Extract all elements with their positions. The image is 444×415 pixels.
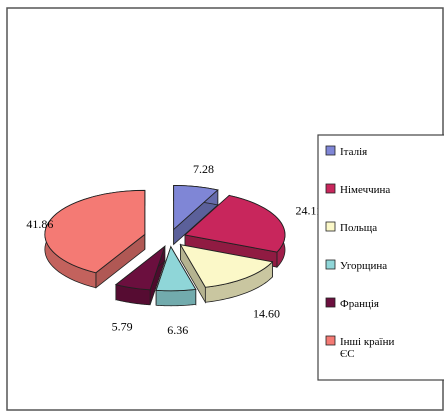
legend-swatch-4 bbox=[325, 297, 336, 308]
legend-box bbox=[317, 134, 444, 381]
pie-slice-rim bbox=[155, 288, 197, 307]
legend-label-4: Франція bbox=[340, 298, 379, 310]
pie bbox=[44, 184, 286, 307]
value-labels: 7.28 24.11 14.60 6.36 5.79 41.86 bbox=[26, 162, 322, 337]
pie-slice-top bbox=[155, 245, 197, 292]
pie-slice-4 bbox=[114, 245, 166, 306]
legend-swatch-2 bbox=[325, 221, 336, 232]
value-label-4: 5.79 bbox=[112, 319, 133, 333]
value-label-1: 24.11 bbox=[295, 204, 322, 218]
value-label-2: 14.60 bbox=[253, 307, 280, 321]
legend-label-5: Інші країни ЄС bbox=[340, 336, 394, 360]
pie-slice-1 bbox=[184, 194, 286, 269]
value-label-3: 6.36 bbox=[167, 323, 188, 337]
value-label-0: 7.28 bbox=[193, 162, 214, 176]
pie-slice-top bbox=[173, 184, 219, 231]
pie-slice-top bbox=[114, 245, 166, 291]
legend-swatch-3 bbox=[325, 259, 336, 270]
pie-slice-top bbox=[184, 194, 286, 253]
pie-slice-5 bbox=[44, 189, 146, 289]
pie-slice-2 bbox=[179, 243, 274, 304]
legend-label-0: Італія bbox=[340, 146, 367, 158]
pie-slice-0 bbox=[173, 184, 219, 246]
legend-swatch-5 bbox=[325, 335, 336, 346]
pie-slice-top bbox=[44, 189, 146, 274]
value-label-5: 41.86 bbox=[26, 217, 53, 231]
legend-swatch-1 bbox=[325, 183, 336, 194]
legend-label-3: Угорщина bbox=[340, 260, 387, 272]
legend-swatch-0 bbox=[325, 145, 336, 156]
legend-label-1: Німеччина bbox=[340, 184, 390, 196]
pie-slice-top bbox=[179, 244, 274, 288]
legend: Італія Німеччина Польща Угорщина Франція Інші… bbox=[325, 145, 394, 360]
pie-slice-3 bbox=[155, 245, 197, 307]
legend-label-2: Польща bbox=[340, 222, 377, 234]
